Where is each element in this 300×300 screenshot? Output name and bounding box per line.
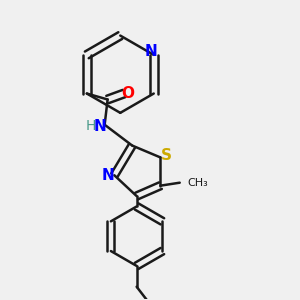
Text: O: O — [121, 86, 134, 101]
Text: S: S — [161, 148, 172, 164]
Text: H: H — [86, 119, 97, 133]
Text: N: N — [94, 119, 106, 134]
Text: N: N — [102, 168, 115, 183]
Text: N: N — [144, 44, 157, 59]
Text: CH₃: CH₃ — [187, 178, 208, 188]
